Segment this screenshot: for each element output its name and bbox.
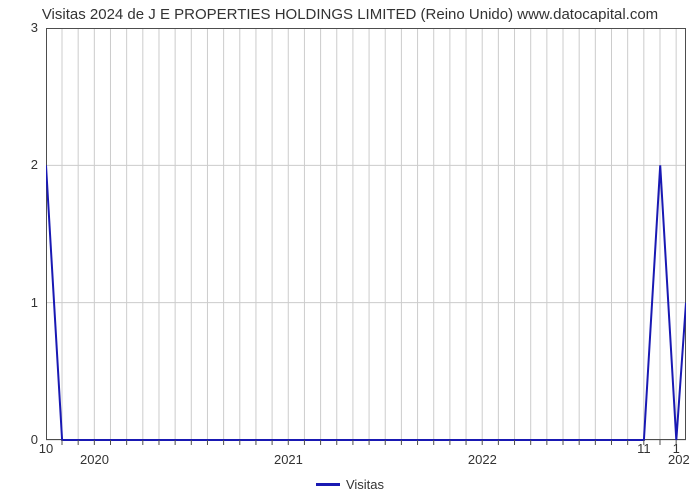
- x-extra-label: 10: [39, 441, 53, 456]
- y-tick-label: 1: [8, 295, 38, 310]
- x-extra-label: 11: [637, 441, 651, 456]
- legend: Visitas: [0, 477, 700, 492]
- x-tick-label: 2022: [468, 452, 497, 467]
- legend-swatch: [316, 483, 340, 486]
- chart-title: Visitas 2024 de J E PROPERTIES HOLDINGS …: [0, 0, 700, 23]
- x-tick-label: 2020: [80, 452, 109, 467]
- y-tick-label: 2: [8, 157, 38, 172]
- visits-chart: Visitas 2024 de J E PROPERTIES HOLDINGS …: [0, 0, 700, 500]
- y-tick-label: 3: [8, 20, 38, 35]
- legend-label: Visitas: [346, 477, 384, 492]
- x-tick-label: 2021: [274, 452, 303, 467]
- plot-area: [46, 28, 686, 470]
- x-tick-label-clipped: 202: [668, 452, 690, 467]
- y-tick-label: 0: [8, 432, 38, 447]
